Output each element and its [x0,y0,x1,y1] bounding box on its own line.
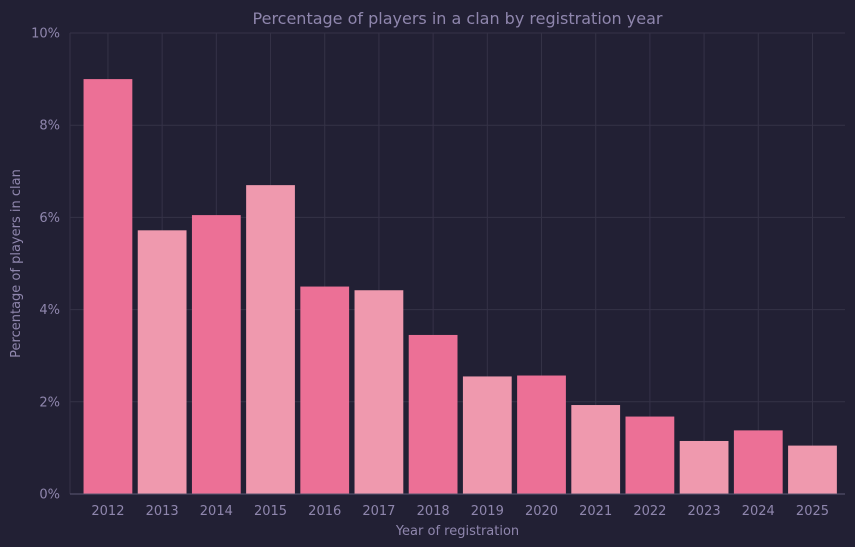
y-tick-label: 6% [39,211,60,226]
bars [83,79,837,495]
y-axis-label: Percentage of players in clan [9,169,24,358]
bar-2018 [408,334,458,494]
bar-2023 [679,440,729,494]
x-tick-label: 2020 [525,504,558,519]
bar-2022 [625,416,675,494]
x-tick-label: 2015 [254,504,287,519]
bar-2017 [354,290,404,494]
x-tick-label: 2022 [633,504,666,519]
y-tick-label: 10% [31,27,60,42]
tick-labels: 0% 2% 4% 6% 8% 10% 2012 2013 2014 2015 2016 2017 201… [31,27,829,520]
x-axis-label: Year of registration [395,524,519,539]
x-tick-label: 2023 [688,504,721,519]
y-tick-label: 4% [39,303,60,318]
x-tick-label: 2012 [91,504,124,519]
bar-2014 [191,215,241,494]
x-tick-label: 2025 [796,504,829,519]
bar-2019 [462,376,512,494]
y-tick-label: 8% [39,119,60,134]
bar-2025 [788,445,837,494]
x-tick-label: 2024 [742,504,775,519]
x-tick-label: 2016 [308,504,341,519]
x-tick-label: 2017 [362,504,395,519]
x-tick-label: 2019 [471,504,504,519]
chart-title: Percentage of players in a clan by regis… [253,9,663,28]
x-tick-label: 2014 [200,504,233,519]
bar-2020 [517,375,566,494]
y-tick-label: 0% [39,488,60,503]
bar-2024 [733,430,783,494]
x-tick-label: 2013 [146,504,179,519]
bar-2016 [300,286,350,494]
bar-2013 [137,230,187,495]
x-tick-label: 2021 [579,504,612,519]
bar-2015 [246,185,295,494]
x-tick-label: 2018 [417,504,450,519]
y-tick-label: 2% [39,395,60,410]
bar-2012 [83,79,133,494]
bar-2021 [571,405,621,494]
